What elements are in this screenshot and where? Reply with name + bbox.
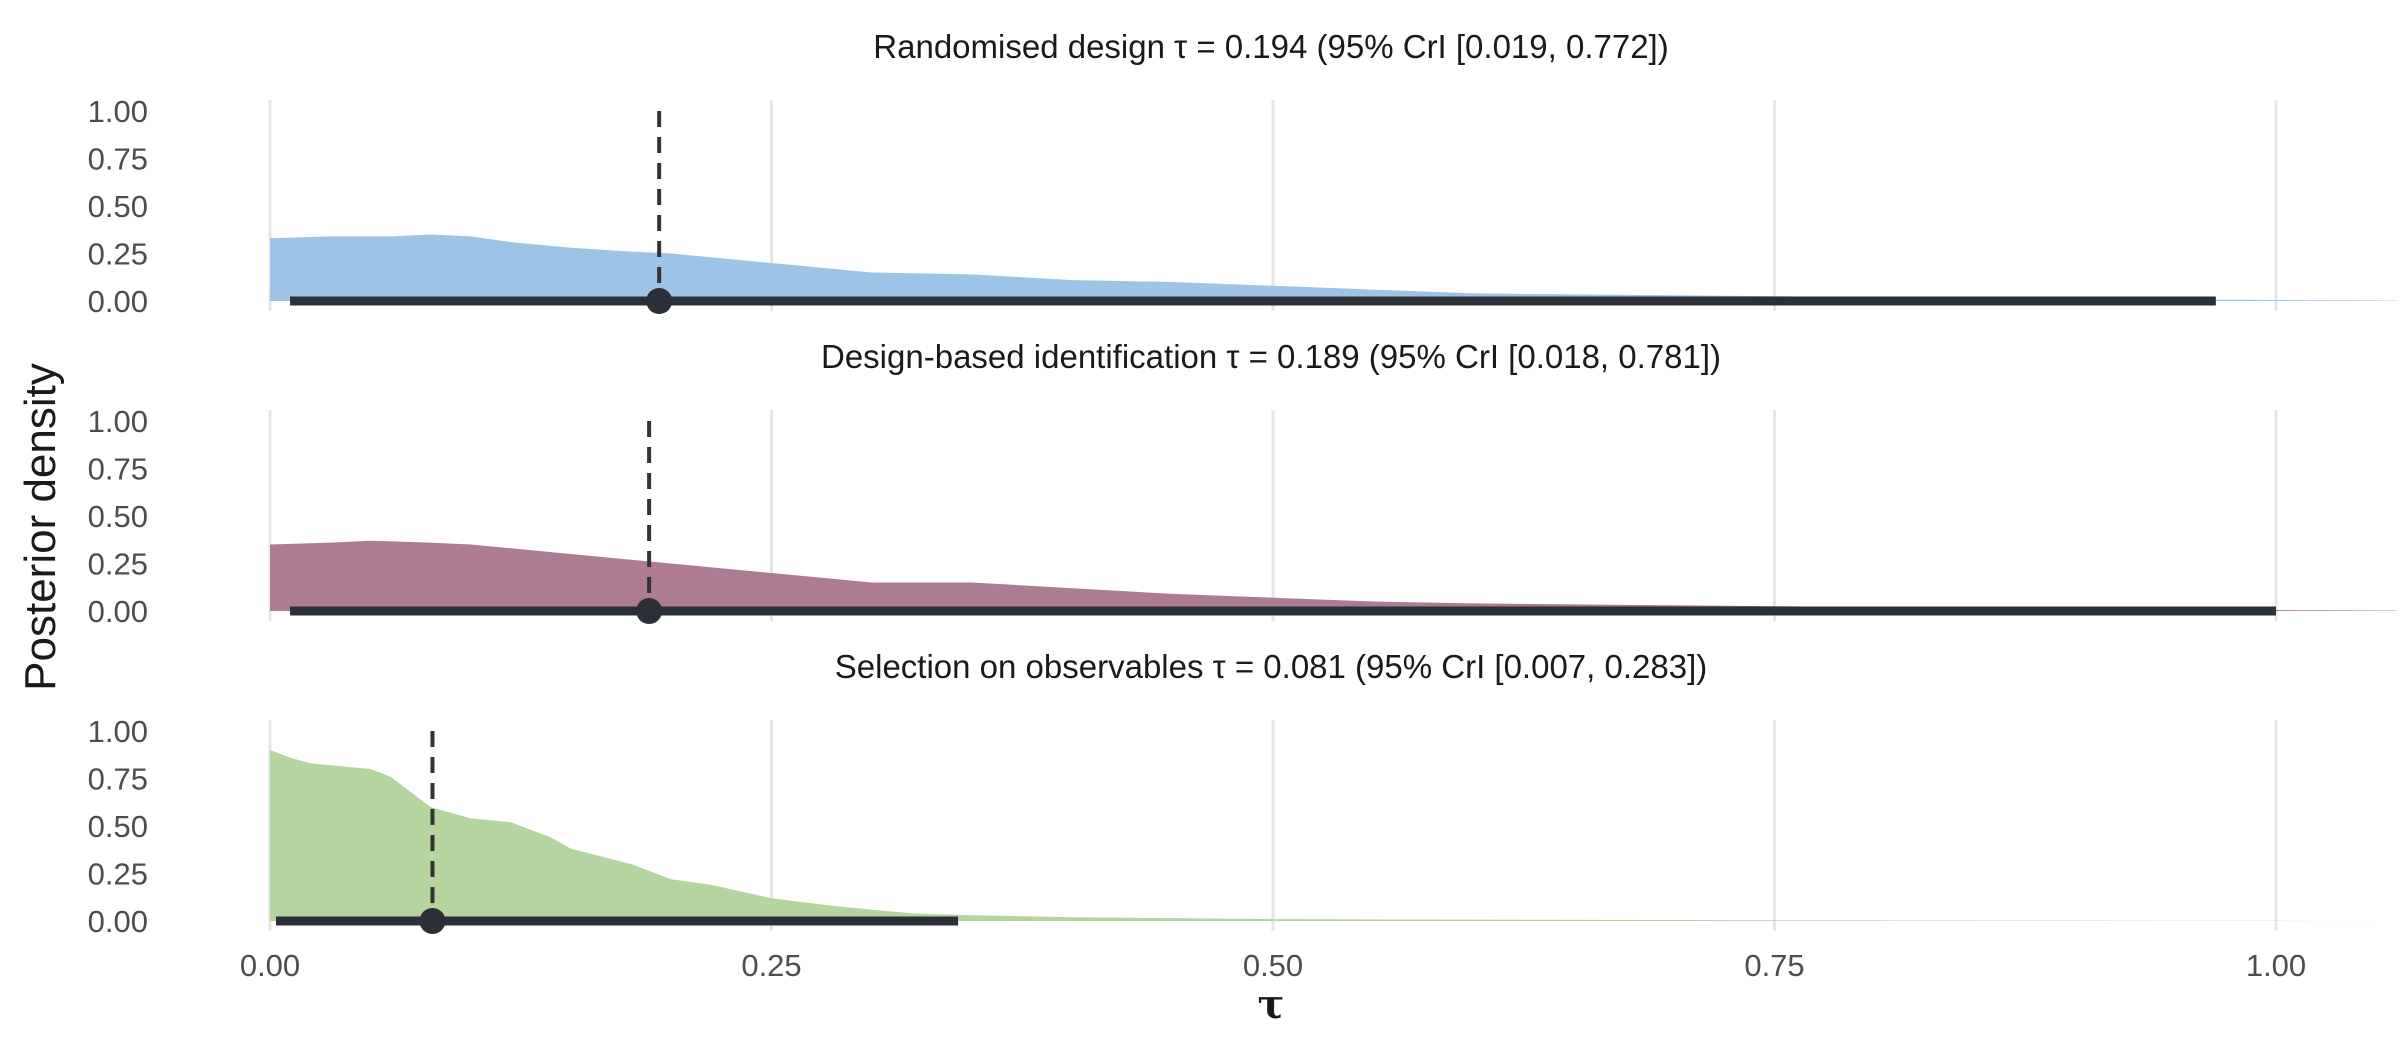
- x-axis: 0.00 0.25 0.50 0.75 1.00: [240, 948, 2306, 983]
- y-tick-label: 0.50: [88, 499, 148, 534]
- x-tick-label: 0.75: [1744, 948, 1804, 983]
- y-tick-label: 0.00: [88, 904, 148, 939]
- median-point: [646, 288, 673, 314]
- panel-1: Randomised design τ = 0.194 (95% CrI [0.…: [88, 28, 2397, 319]
- grid-lines: [268, 100, 2278, 931]
- y-tick-label: 0.25: [88, 547, 148, 582]
- x-tick-label: 0.50: [1243, 948, 1303, 983]
- panel-title: Randomised design τ = 0.194 (95% CrI [0.…: [873, 28, 1668, 65]
- panel-3: Selection on observables τ = 0.081 (95% …: [88, 648, 2397, 939]
- y-tick-label: 0.50: [88, 189, 148, 224]
- y-tick-label: 1.00: [88, 94, 148, 129]
- y-tick-label: 0.00: [88, 594, 148, 629]
- y-tick-label: 0.25: [88, 857, 148, 892]
- y-tick-label: 0.75: [88, 762, 148, 797]
- density-area: [270, 750, 2397, 921]
- y-tick-label: 1.00: [88, 714, 148, 749]
- panel-title: Selection on observables τ = 0.081 (95% …: [835, 648, 1708, 685]
- y-tick-label: 0.50: [88, 809, 148, 844]
- x-tick-label: 0.25: [741, 948, 801, 983]
- x-tick-label: 1.00: [2246, 948, 2306, 983]
- y-tick-label: 0.00: [88, 284, 148, 319]
- panels: Randomised design τ = 0.194 (95% CrI [0.…: [88, 28, 2397, 939]
- median-point: [636, 598, 663, 624]
- median-point: [419, 908, 446, 934]
- y-tick-label: 0.25: [88, 237, 148, 272]
- y-axis-title: Posterior density: [16, 363, 65, 691]
- x-tick-label: 0.00: [240, 948, 300, 983]
- density-area: [270, 234, 2397, 301]
- y-tick-label: 0.75: [88, 142, 148, 177]
- x-axis-title: τ: [1258, 981, 1285, 1028]
- y-tick-label: 1.00: [88, 404, 148, 439]
- panel-2: Design-based identification τ = 0.189 (9…: [88, 338, 2397, 629]
- density-area: [270, 540, 2397, 611]
- y-tick-label: 0.75: [88, 452, 148, 487]
- panel-title: Design-based identification τ = 0.189 (9…: [821, 338, 1721, 375]
